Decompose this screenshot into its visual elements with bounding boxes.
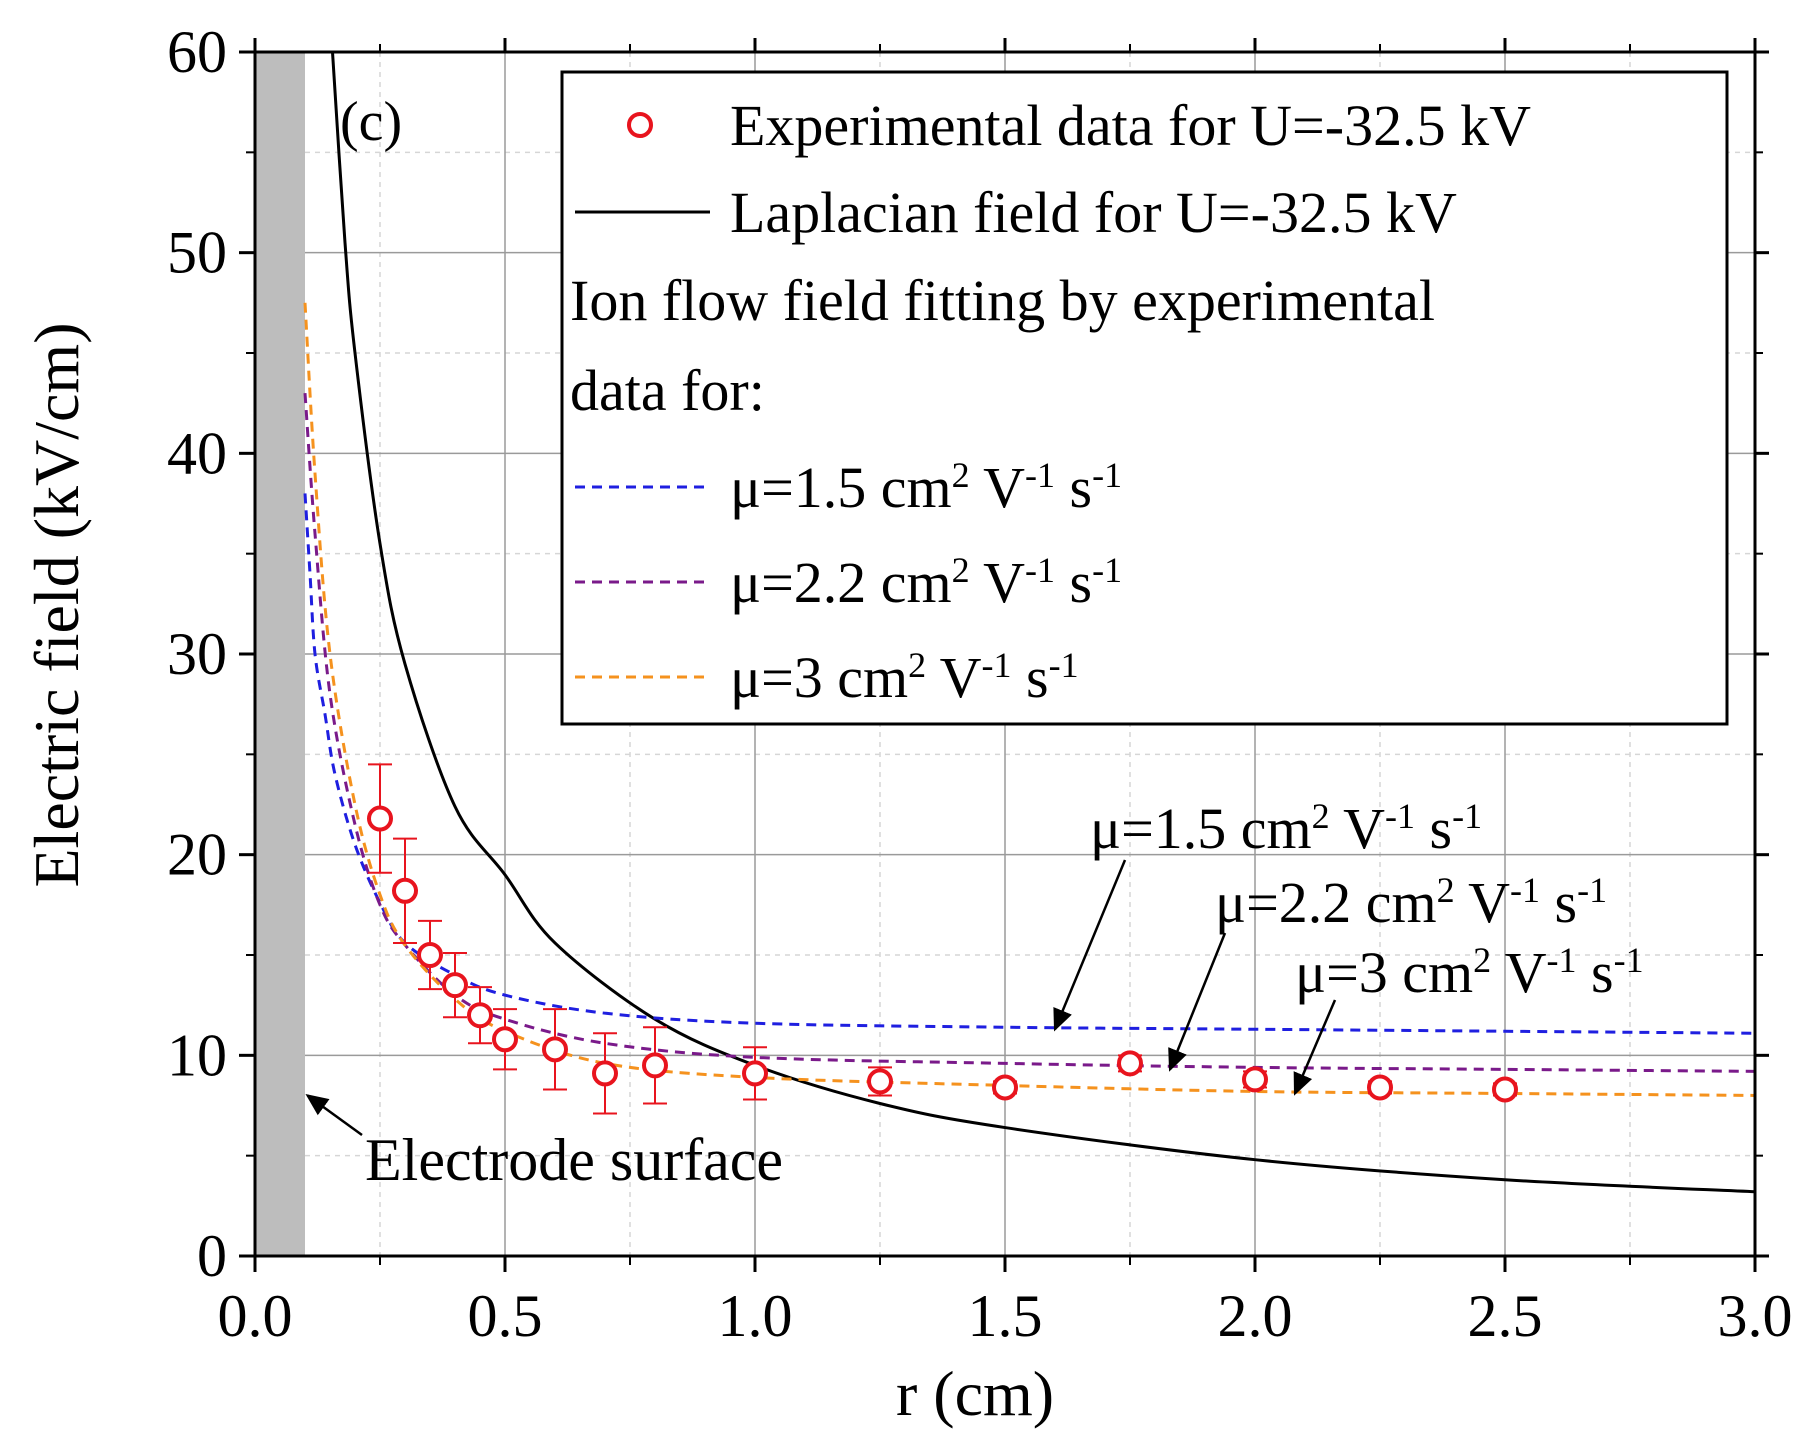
legend-label-mu15: μ=1.5 cm2 V-1 s-1 [730,455,1122,520]
data-marker [367,805,393,832]
y-axis-title: Electric field (kV/cm) [21,322,92,887]
legend-box [560,70,1729,726]
data-marker [1367,1074,1393,1101]
data-point [1242,1066,1268,1093]
annotation-label-mu22: μ=2.2 cm2 V-1 s-1 [1215,870,1607,935]
series-line-mu22 [303,393,1755,1073]
mu-annotations: μ=1.5 cm2 V-1 s-1 μ=2.2 cm2 V-1 s-1μ=3 cm… [1053,796,1644,1096]
data-point [1492,1076,1518,1103]
data-point [867,1066,893,1097]
data-marker [1117,1050,1143,1077]
x-tick-label: 2.0 [1218,1283,1293,1349]
data-marker [592,1060,618,1087]
electrode-label: Electrode surface [365,1127,783,1193]
x-tick-label: 2.5 [1468,1283,1543,1349]
data-point [417,919,443,991]
electrode-surface-band [255,52,305,1256]
data-marker [492,1026,518,1053]
y-tick-label: 10 [167,1022,227,1088]
legend-header-line: data for: [570,358,765,423]
data-point [642,1026,668,1105]
data-point [1117,1050,1143,1077]
annotation-arrow-mu3 [1293,999,1337,1096]
legend-header-line: Ion flow field fitting by experimental [570,268,1435,333]
annotation-arrow-mu22 [1168,932,1227,1072]
data-marker [1492,1076,1518,1103]
legend-label-experimental: Experimental data for U=-32.5 kV [730,93,1531,158]
x-tick-label: 1.5 [968,1283,1043,1349]
data-point [542,1008,568,1091]
data-point [1367,1074,1393,1101]
y-tick-label: 20 [167,822,227,888]
data-marker [542,1036,568,1063]
series-line-mu15 [303,493,1755,1035]
y-tick-label: 50 [167,220,227,286]
data-marker [867,1068,893,1095]
legend-symbol-experimental [627,112,653,138]
y-tick-label: 40 [167,420,227,486]
annotation-arrow-mu15 [1053,859,1127,1032]
data-point [492,1008,518,1071]
data-marker [392,877,418,904]
data-point [467,986,493,1045]
axis-ticks: 0.0 0.5 1.0 1.5 2.0 2.5 3.0 0 10 20 30 40 50 60 [167,19,1793,1349]
legend-label-laplacian: Laplacian field for U=-32.5 kV [730,180,1457,245]
y-tick-label: 60 [167,19,227,85]
data-marker [467,1002,493,1029]
electrode-annotation: Electrode surface [305,1093,783,1193]
y-tick-label: 30 [167,621,227,687]
data-marker [442,972,468,999]
data-marker [992,1074,1018,1101]
data-marker [1242,1066,1268,1093]
x-tick-label: 1.0 [718,1283,793,1349]
data-point [392,837,418,944]
legend: Experimental data for U=-32.5 kV Laplacia… [560,70,1729,726]
y-tick-label: 0 [197,1223,227,1289]
x-tick-label: 0.5 [468,1283,543,1349]
data-marker [742,1060,768,1087]
data-marker [642,1052,668,1079]
x-axis-title: r (cm) [896,1358,1054,1429]
series-line-mu3 [303,302,1755,1097]
series-line-laplacian [331,52,1755,1194]
legend-label-mu3: μ=3 cm2 V-1 s-1 [730,645,1079,710]
annotation-label-mu15: μ=1.5 cm2 V-1 s-1 [1090,796,1482,861]
data-point [742,1046,768,1101]
annotation-label-mu3: μ=3 cm2 V-1 s-1 [1295,940,1644,1005]
electrode-region [255,52,305,1256]
data-point [442,951,468,1019]
series-group [303,52,1755,1194]
electrode-arrow [305,1093,363,1137]
data-marker [417,942,443,968]
legend-label-mu22: μ=2.2 cm2 V-1 s-1 [730,550,1122,615]
x-tick-label: 0.0 [218,1283,293,1349]
panel-label: (c) [340,91,402,153]
data-point [367,763,393,874]
x-tick-label: 3.0 [1718,1283,1793,1349]
data-point [992,1074,1018,1101]
data-point [592,1032,618,1115]
